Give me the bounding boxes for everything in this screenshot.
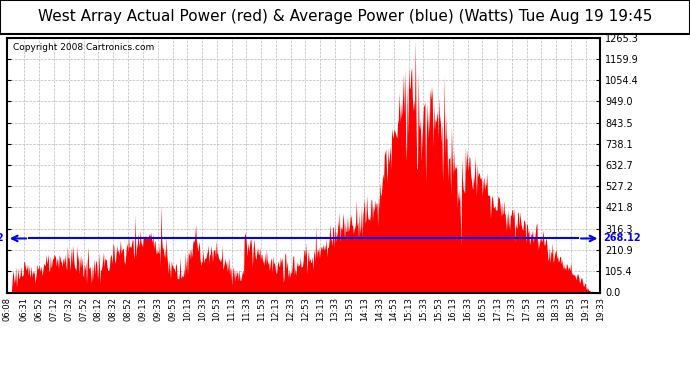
Text: West Array Actual Power (red) & Average Power (blue) (Watts) Tue Aug 19 19:45: West Array Actual Power (red) & Average … <box>38 9 652 24</box>
Text: 268.12: 268.12 <box>0 234 3 243</box>
Text: 268.12: 268.12 <box>604 234 642 243</box>
Text: Copyright 2008 Cartronics.com: Copyright 2008 Cartronics.com <box>13 43 154 52</box>
